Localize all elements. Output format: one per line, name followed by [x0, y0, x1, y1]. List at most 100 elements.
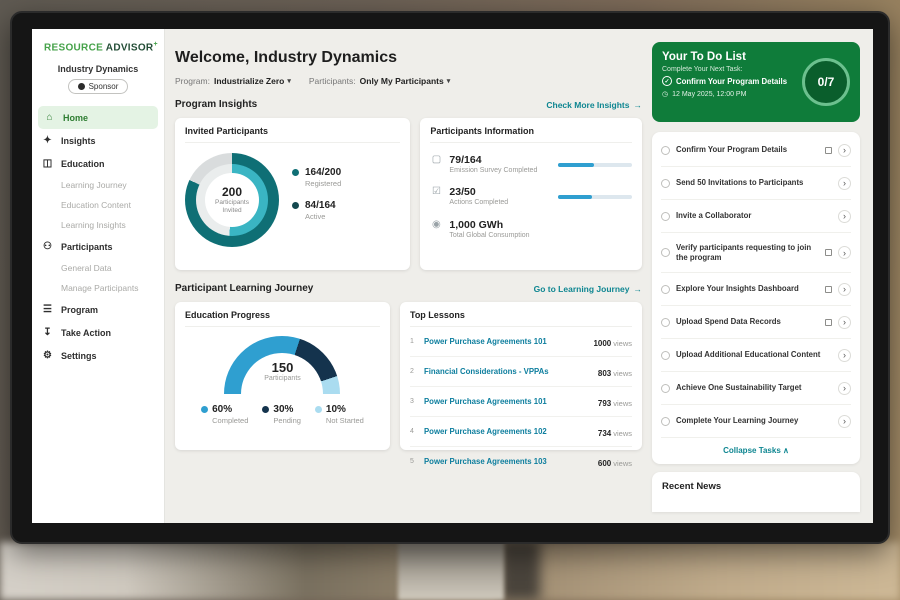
task-row-5[interactable]: Explore Your Insights Dashboard ›	[661, 273, 851, 307]
card-title: Education Progress	[185, 310, 380, 327]
go-to-learning-journey-link[interactable]: Go to Learning Journey →	[534, 284, 642, 294]
chevron-right-icon[interactable]: ›	[838, 282, 851, 296]
task-checkbox[interactable]	[661, 284, 670, 294]
task-checkbox[interactable]	[661, 145, 670, 155]
legend-value: 84/164	[305, 200, 336, 211]
task-row-3[interactable]: Invite a Collaborator ›	[661, 200, 851, 233]
lesson-link[interactable]: Power Purchase Agreements 102	[423, 427, 547, 436]
info-row-consumption: ◉ 1,000 GWh Total Global Consumption	[430, 219, 632, 240]
lesson-link[interactable]: Power Purchase Agreements 101	[423, 397, 547, 406]
task-row-1[interactable]: Confirm Your Program Details ›	[661, 134, 851, 167]
participants-information-card: Participants Information ▢ 79/164 Emissi…	[420, 118, 642, 270]
chevron-right-icon[interactable]: ›	[838, 246, 851, 260]
chevron-right-icon[interactable]: ›	[838, 176, 851, 190]
task-row-9[interactable]: Complete Your Learning Journey ›	[661, 405, 851, 439]
take-action-icon: ↧	[43, 327, 52, 339]
invited-participants-card: Invited Participants 200 Participants In…	[175, 118, 411, 270]
filters-row: Program: Industrialize Zero ▾ Participan…	[175, 76, 652, 86]
legend-dot-registered	[292, 169, 299, 176]
todo-title: Your To Do List	[662, 51, 746, 63]
sponsor-badge[interactable]: Sponsor	[67, 79, 129, 95]
nav-label: Insights	[61, 135, 96, 146]
learning-cards-row: Education Progress 150 Participants	[175, 302, 642, 468]
participants-select[interactable]: Only My Participants ▾	[360, 76, 451, 86]
top-lessons-card: Top Lessons 1 Power Purchase Agreements …	[399, 302, 642, 468]
task-row-4[interactable]: Verify participants requesting to join t…	[661, 233, 851, 274]
learning-journey-header: Participant Learning Journey Go to Learn…	[175, 283, 642, 294]
lesson-link[interactable]: Financial Considerations - VPPAs	[423, 367, 549, 376]
insights-cards-row: Invited Participants 200 Participants In…	[175, 118, 642, 270]
todo-tasks-card: Confirm Your Program Details › Send 50 I…	[652, 132, 860, 465]
legend-label: Pending	[273, 416, 301, 425]
sidebar-item-insights[interactable]: ✦ Insights	[32, 129, 164, 152]
task-label: Achieve One Sustainability Target	[676, 383, 802, 393]
invited-donut-chart: 200 Participants Invited	[185, 153, 279, 247]
legend-pending: 30% Pending	[262, 404, 301, 425]
dashboard-screen: RESOURCE ADVISOR+ Industry Dynamics Spon…	[32, 29, 873, 523]
sidebar-item-program[interactable]: ☰ Program	[32, 298, 164, 321]
todo-next-task[interactable]: ✓ Confirm Your Program Details	[662, 76, 850, 86]
collapse-label: Collapse Tasks	[723, 446, 781, 456]
card-title: Participants Information	[430, 126, 632, 143]
sidebar-item-take-action[interactable]: ↧ Take Action	[32, 321, 164, 344]
program-select-value: Industrialize Zero	[213, 76, 285, 86]
task-row-7[interactable]: Upload Additional Educational Content ›	[661, 339, 851, 373]
check-more-insights-link[interactable]: Check More Insights →	[546, 100, 642, 110]
legend-value: 30%	[273, 404, 294, 415]
task-row-6[interactable]: Upload Spend Data Records ›	[661, 306, 851, 340]
donut-center: 200 Participants Invited	[205, 173, 259, 227]
collapse-tasks-link[interactable]: Collapse Tasks ∧	[661, 438, 851, 462]
task-checkbox[interactable]	[661, 317, 670, 327]
lesson-views-label: views	[613, 338, 632, 348]
chevron-right-icon[interactable]: ›	[838, 414, 851, 428]
lesson-link[interactable]: Power Purchase Agreements 103	[423, 457, 547, 466]
nav-label: General Data	[61, 263, 112, 274]
nav-label: Learning Journey	[61, 180, 127, 191]
org-name: Industry Dynamics	[57, 64, 139, 75]
sidebar-item-settings[interactable]: ⚙ Settings	[32, 344, 164, 367]
card-title: Top Lessons	[409, 310, 632, 327]
sponsor-label: Sponsor	[88, 82, 119, 92]
todo-hero-card: Your To Do List Complete Your Next Task:…	[652, 42, 860, 122]
info-value: 23/50	[449, 186, 476, 199]
task-checkbox[interactable]	[661, 350, 670, 360]
participants-filter-label: Participants:	[308, 76, 356, 86]
task-checkbox[interactable]	[661, 211, 670, 221]
task-label: Invite a Collaborator	[676, 210, 752, 220]
task-checkbox[interactable]	[661, 416, 670, 426]
chevron-right-icon[interactable]: ›	[838, 348, 851, 362]
sidebar-item-general-data[interactable]: General Data	[32, 258, 164, 278]
task-checkbox[interactable]	[661, 248, 670, 258]
task-checkbox[interactable]	[661, 383, 670, 393]
chevron-down-icon: ▾	[287, 78, 291, 85]
sidebar-item-learning-journey[interactable]: Learning Journey	[32, 175, 164, 195]
sidebar-item-education-content[interactable]: Education Content	[32, 195, 164, 215]
lesson-link[interactable]: Power Purchase Agreements 101	[423, 337, 547, 346]
nav-label: Program	[61, 304, 99, 315]
program-select[interactable]: Industrialize Zero ▾	[214, 76, 291, 86]
chevron-right-icon[interactable]: ›	[838, 381, 851, 395]
task-checkbox[interactable]	[661, 178, 670, 188]
info-label: Total Global Consumption	[449, 231, 530, 239]
education-icon: ◫	[42, 158, 53, 170]
chevron-right-icon[interactable]: ›	[838, 315, 851, 329]
donut-center-value: 200	[221, 184, 243, 199]
sidebar-item-manage-participants[interactable]: Manage Participants	[32, 278, 164, 298]
sidebar-item-home[interactable]: ⌂ Home	[38, 106, 158, 130]
sidebar-item-learning-insights[interactable]: Learning Insights	[32, 215, 164, 235]
nav-label: Manage Participants	[61, 283, 139, 294]
legend-registered: 164/200 Registered	[292, 167, 341, 188]
sidebar-item-participants[interactable]: ⚇ Participants	[32, 235, 164, 258]
task-row-2[interactable]: Send 50 Invitations to Participants ›	[661, 167, 851, 200]
task-row-8[interactable]: Achieve One Sustainability Target ›	[661, 372, 851, 406]
chevron-right-icon[interactable]: ›	[838, 143, 851, 157]
lesson-row-4: 4 Power Purchase Agreements 102 734 views	[409, 417, 632, 447]
monitor-bezel: RESOURCE ADVISOR+ Industry Dynamics Spon…	[10, 11, 890, 544]
legend-label: Registered	[305, 179, 342, 188]
gauge-center-value: 150	[271, 360, 294, 375]
info-value: 79/164	[449, 154, 482, 166]
task-label: Confirm Your Program Details	[676, 144, 788, 154]
chevron-right-icon[interactable]: ›	[838, 209, 851, 223]
sidebar-item-education[interactable]: ◫ Education	[32, 152, 164, 175]
lesson-row-2: 2 Financial Considerations - VPPAs 803 vi…	[409, 357, 632, 387]
